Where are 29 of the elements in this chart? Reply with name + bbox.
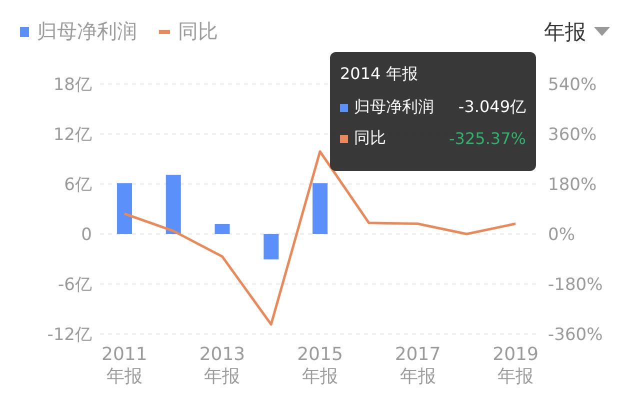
y2-tick-label: 540% bbox=[548, 75, 597, 96]
legend-label: 同比 bbox=[178, 18, 218, 45]
bar bbox=[117, 183, 132, 234]
y-tick-label: 18亿 bbox=[53, 75, 92, 96]
y-tick-label: -6亿 bbox=[58, 275, 92, 296]
y2-tick-label: -360% bbox=[548, 325, 603, 346]
text: 2014 年报 bbox=[340, 64, 419, 85]
y-tick-label: 0 bbox=[81, 225, 92, 246]
y-tick-label: 6亿 bbox=[64, 175, 92, 196]
y-tick-label: -12亿 bbox=[47, 325, 92, 346]
bar bbox=[312, 183, 328, 234]
y2-tick-label: -180% bbox=[548, 275, 603, 296]
x-tick-label: 2019 年报 bbox=[492, 344, 538, 387]
x-tick-label: 2013 年报 bbox=[199, 344, 246, 387]
y-tick-label: 12亿 bbox=[53, 125, 92, 146]
y2-tick-label: 0% bbox=[548, 225, 575, 246]
text: 年报 bbox=[544, 19, 586, 46]
legend-label: 归母净利润 bbox=[37, 18, 137, 45]
bar bbox=[166, 174, 181, 234]
x-tick-label: 2011 年报 bbox=[102, 344, 148, 387]
line-series bbox=[123, 150, 517, 326]
x-tick-label: 2015 年报 bbox=[297, 344, 343, 387]
text: 同比 -325.37% bbox=[354, 128, 526, 148]
bar bbox=[264, 234, 279, 260]
text: 归母净利润 -3.049亿 bbox=[354, 97, 526, 116]
y2-tick-label: 360% bbox=[548, 125, 597, 146]
bar bbox=[214, 224, 230, 234]
y2-tick-label: 180% bbox=[548, 175, 597, 196]
x-tick-label: 2017 年报 bbox=[394, 344, 441, 387]
